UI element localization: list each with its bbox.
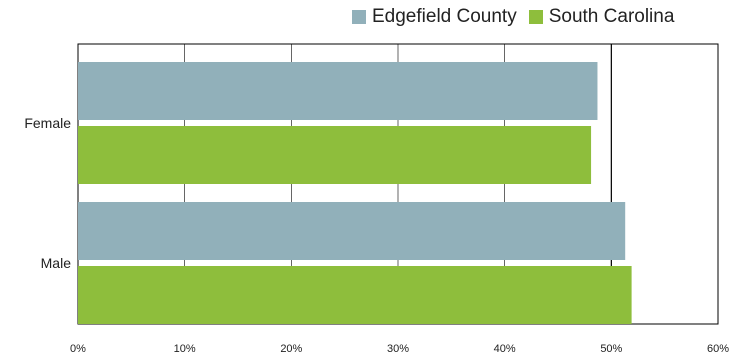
bar-male-edgefield-county bbox=[78, 202, 626, 260]
category-label: Male bbox=[41, 255, 72, 271]
legend-item-edgefield: Edgefield County bbox=[352, 6, 517, 28]
category-label: Female bbox=[24, 115, 71, 131]
legend-label-south-carolina: South Carolina bbox=[548, 6, 675, 27]
bar-female-edgefield-county bbox=[78, 62, 598, 120]
legend-swatch-south-carolina bbox=[528, 10, 543, 24]
x-tick-label: 60% bbox=[707, 343, 729, 355]
bar-male-south-carolina bbox=[78, 266, 632, 324]
legend-swatch-edgefield bbox=[352, 10, 366, 24]
x-tick-label: 20% bbox=[280, 343, 302, 355]
x-tick-label: 0% bbox=[70, 343, 86, 355]
x-tick-label: 10% bbox=[174, 343, 196, 355]
x-tick-label: 50% bbox=[600, 343, 622, 355]
x-tick-label: 30% bbox=[387, 343, 409, 355]
bar-female-south-carolina bbox=[78, 126, 592, 184]
x-tick-label: 40% bbox=[494, 343, 516, 355]
legend-item-south-carolina: South Carolina bbox=[528, 6, 675, 28]
legend: Edgefield County South Carolina bbox=[352, 6, 686, 28]
legend-label-edgefield: Edgefield County bbox=[372, 6, 517, 27]
